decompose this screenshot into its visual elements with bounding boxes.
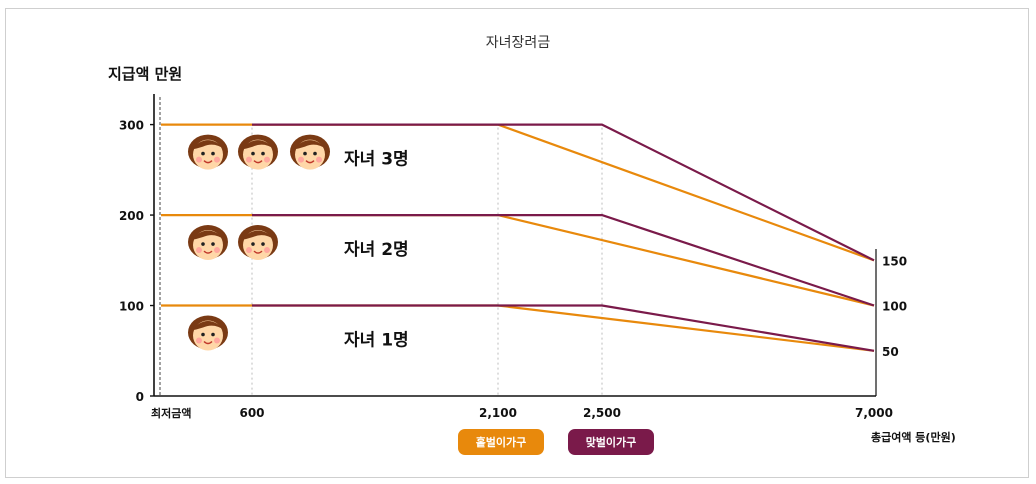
y-right-tick-label: 100 — [882, 300, 907, 314]
series-line — [252, 214, 875, 307]
y-right-tick-label: 150 — [882, 254, 907, 268]
cheek — [196, 337, 202, 344]
bangs-shape — [293, 140, 327, 150]
tick-labels: 0 100 200 300 50 100 150 최저금액 600 2,100 2,500 7,000 — [119, 119, 907, 420]
eye — [303, 151, 307, 156]
series-lines — [161, 123, 875, 352]
cheek — [264, 247, 270, 254]
x-tick-label: 2,500 — [583, 406, 621, 420]
chart-title: 자녀장려금 — [486, 35, 551, 51]
chart-frame: 자녀장려금 지급액 만원 0 100 200 300 50 100 150 최저금액 600 2,… — [5, 8, 1029, 478]
mouth — [253, 250, 263, 254]
y-axis-label: 지급액 만원 — [108, 65, 182, 83]
eye — [251, 151, 255, 156]
y-tick-label: 300 — [119, 119, 144, 133]
x-tick-label: 2,100 — [479, 406, 517, 420]
cheek — [264, 156, 270, 163]
y-tick-label: 100 — [119, 300, 144, 314]
y-tick-label: 200 — [119, 209, 144, 223]
x-tick-label: 7,000 — [855, 406, 893, 420]
eye — [201, 242, 205, 246]
child-faces — [188, 134, 330, 351]
child-face-icon — [188, 134, 228, 170]
mouth — [253, 160, 263, 164]
axes — [153, 94, 877, 397]
legend: 홑벌이가구 맞벌이가구 — [458, 429, 654, 455]
eye — [211, 332, 215, 337]
bangs-shape — [191, 321, 225, 331]
cheek — [298, 156, 304, 163]
mouth — [203, 250, 213, 254]
eye — [211, 151, 215, 156]
legend-swatch — [458, 429, 544, 455]
cheek — [214, 247, 220, 254]
child-face-icon — [188, 315, 228, 351]
cheek — [214, 337, 220, 344]
annotation-label: 자녀 3명 — [344, 150, 409, 170]
cheek — [316, 156, 322, 163]
series-line — [252, 123, 875, 262]
annotation-label: 자녀 2명 — [344, 240, 409, 260]
cheek — [214, 156, 220, 163]
mouth — [203, 341, 213, 345]
child-face-icon — [188, 225, 228, 261]
cheek — [246, 247, 252, 254]
chart-svg: 자녀장려금 지급액 만원 0 100 200 300 50 100 150 최저금액 600 2,… — [108, 35, 956, 455]
bangs-shape — [191, 140, 225, 150]
x-axis-label: 총급여액 등(만원) — [871, 430, 956, 444]
y-tick-label: 0 — [136, 390, 144, 404]
bangs-shape — [241, 140, 275, 150]
bangs-shape — [241, 230, 275, 241]
mouth — [203, 160, 213, 164]
cheek — [196, 247, 202, 254]
eye — [313, 151, 317, 156]
legend-label: 홑벌이가구 — [476, 435, 527, 449]
x-tick-label: 600 — [239, 406, 264, 420]
cheek — [196, 156, 202, 163]
x-tick-label: 최저금액 — [151, 406, 191, 420]
eye — [211, 242, 215, 246]
series-line — [252, 304, 875, 352]
cheek — [246, 156, 252, 163]
child-face-icon — [238, 134, 278, 170]
child-face-icon — [238, 225, 278, 261]
eye — [261, 242, 265, 246]
y-right-tick-label: 50 — [882, 345, 899, 359]
bangs-shape — [191, 230, 225, 241]
eye — [251, 242, 255, 246]
annotation-label: 자녀 1명 — [344, 331, 409, 351]
legend-label: 맞벌이가구 — [586, 435, 637, 449]
series-line — [161, 304, 875, 352]
mouth — [305, 160, 315, 164]
eye — [201, 332, 205, 337]
child-face-icon — [290, 134, 330, 170]
eye — [261, 151, 265, 156]
eye — [201, 151, 205, 156]
legend-swatch — [568, 429, 654, 455]
